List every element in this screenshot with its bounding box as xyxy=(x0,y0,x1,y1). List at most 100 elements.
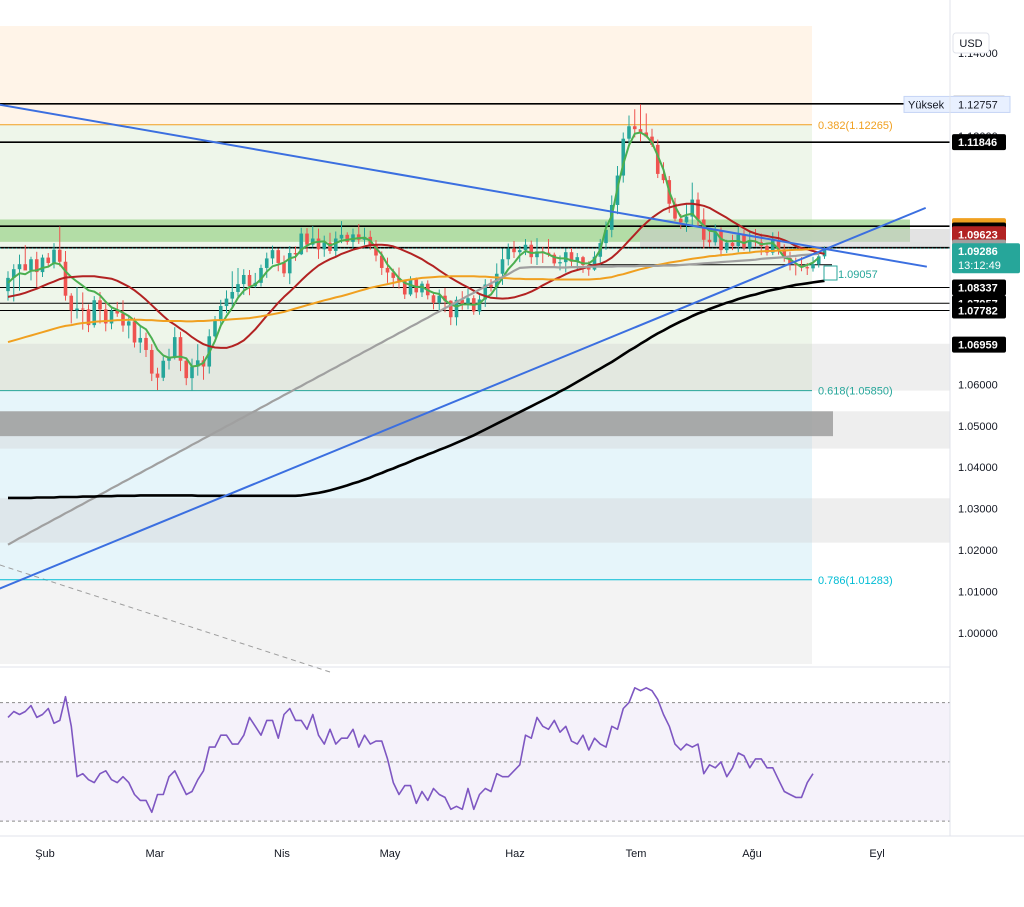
candle-body[interactable] xyxy=(782,249,787,258)
candle-body[interactable] xyxy=(661,173,666,181)
currency-selector[interactable]: USD xyxy=(952,32,990,54)
candle-body[interactable] xyxy=(293,253,298,255)
candle-body[interactable] xyxy=(385,267,390,273)
candle-body[interactable] xyxy=(264,258,269,268)
candle-body[interactable] xyxy=(506,248,511,260)
candle-body[interactable] xyxy=(391,272,396,278)
candle-body[interactable] xyxy=(811,264,815,269)
candle-body[interactable] xyxy=(63,261,68,296)
candle-body[interactable] xyxy=(322,242,327,250)
candle-body[interactable] xyxy=(684,216,689,223)
candle-body[interactable] xyxy=(454,299,459,318)
candle-body[interactable] xyxy=(604,229,608,244)
candle-body[interactable] xyxy=(673,203,677,219)
candle-body[interactable] xyxy=(224,298,229,307)
candle-body[interactable] xyxy=(517,250,522,253)
ma-fast-line[interactable] xyxy=(7,131,820,368)
candle-body[interactable] xyxy=(282,262,286,274)
candle-body[interactable] xyxy=(765,245,769,253)
candle-body[interactable] xyxy=(270,250,275,259)
candle-body[interactable] xyxy=(155,373,160,378)
candle-body[interactable] xyxy=(333,238,338,251)
candle-body[interactable] xyxy=(126,321,131,326)
candle-body[interactable] xyxy=(374,244,378,256)
candle-body[interactable] xyxy=(195,360,200,367)
candle-body[interactable] xyxy=(713,231,718,243)
ascending-trendline[interactable] xyxy=(0,206,927,590)
candle-body[interactable] xyxy=(46,257,51,263)
candle-body[interactable] xyxy=(535,251,539,258)
candle-body[interactable] xyxy=(379,255,384,268)
candle-body[interactable] xyxy=(57,249,62,262)
candle-body[interactable] xyxy=(241,274,246,285)
candle-body[interactable] xyxy=(408,279,413,295)
candle-body[interactable] xyxy=(552,254,557,264)
candle-body[interactable] xyxy=(627,126,631,139)
price-tag-4[interactable] xyxy=(952,226,1006,243)
candle-body[interactable] xyxy=(742,234,746,248)
candle-body[interactable] xyxy=(483,284,488,300)
time-axis[interactable]: Şub Mar Nis May Haz Tem Ağu Eyl xyxy=(0,0,1024,860)
candle-body[interactable] xyxy=(218,306,223,321)
candle-body[interactable] xyxy=(678,218,683,223)
candle-body[interactable] xyxy=(236,284,240,292)
candle-body[interactable] xyxy=(644,132,649,137)
candle-body[interactable] xyxy=(793,264,798,266)
candle-body[interactable] xyxy=(569,252,574,262)
candle-body[interactable] xyxy=(345,234,350,242)
candle-body[interactable] xyxy=(316,238,321,250)
candle-body[interactable] xyxy=(724,242,729,251)
descending-trendline[interactable] xyxy=(0,103,928,268)
candle-body[interactable] xyxy=(448,300,453,318)
candle-body[interactable] xyxy=(529,244,534,258)
candle-body[interactable] xyxy=(305,233,309,245)
last-price-tag[interactable] xyxy=(952,243,1020,274)
candle-body[interactable] xyxy=(558,262,562,264)
candle-body[interactable] xyxy=(230,291,235,299)
ma-black-line[interactable] xyxy=(8,279,825,500)
candle-body[interactable] xyxy=(98,300,102,310)
candle-body[interactable] xyxy=(523,244,528,251)
candle-body[interactable] xyxy=(581,257,585,266)
candle-body[interactable] xyxy=(40,257,45,273)
price-tag-10[interactable] xyxy=(952,302,1006,319)
candle-body[interactable] xyxy=(655,144,660,174)
candle-body[interactable] xyxy=(310,238,315,245)
candle-body[interactable] xyxy=(92,300,97,326)
candle-body[interactable] xyxy=(770,240,775,253)
price-axis[interactable]: 1.140001.120001.060001.050001.040001.030… xyxy=(903,0,1024,836)
candle-body[interactable] xyxy=(575,257,580,262)
candle-body[interactable] xyxy=(431,295,436,303)
candle-body[interactable] xyxy=(184,360,189,379)
candle-body[interactable] xyxy=(638,129,643,133)
candle-body[interactable] xyxy=(161,360,166,378)
rsi-pane[interactable]: 80.0060.0040.0046.22 xyxy=(0,666,992,822)
ma-mid-line[interactable] xyxy=(7,202,825,349)
candle-body[interactable] xyxy=(138,337,143,343)
candle-body[interactable] xyxy=(512,248,516,253)
candle-body[interactable] xyxy=(460,299,465,305)
candle-body[interactable] xyxy=(592,256,597,270)
candle-body[interactable] xyxy=(701,219,706,240)
candle-body[interactable] xyxy=(650,136,654,145)
candle-body[interactable] xyxy=(719,231,723,251)
candle-body[interactable] xyxy=(80,308,85,310)
candle-body[interactable] xyxy=(276,250,281,263)
price-tag-11[interactable] xyxy=(952,336,1006,353)
candle-body[interactable] xyxy=(149,349,154,374)
candle-body[interactable] xyxy=(103,309,108,324)
candle-body[interactable] xyxy=(690,199,695,217)
candle-body[interactable] xyxy=(437,295,442,303)
candle-body[interactable] xyxy=(172,337,177,358)
candle-body[interactable] xyxy=(621,138,626,176)
candle-body[interactable] xyxy=(11,269,16,278)
rsi-line[interactable] xyxy=(7,686,814,814)
candle-body[interactable] xyxy=(420,283,424,293)
candle-body[interactable] xyxy=(167,357,171,361)
candle-body[interactable] xyxy=(816,256,821,265)
candle-body[interactable] xyxy=(443,295,447,301)
price-pane[interactable]: 0.382(1.12265) 0.618(1.05850) 0.786(1.0128… xyxy=(0,26,950,673)
candle-body[interactable] xyxy=(69,295,74,311)
candle-body[interactable] xyxy=(477,299,482,312)
